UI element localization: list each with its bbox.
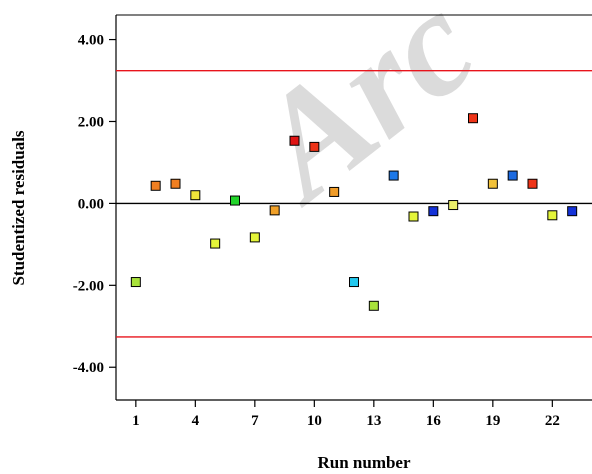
x-tick-label: 10 bbox=[307, 413, 322, 429]
data-point bbox=[468, 113, 478, 124]
data-point bbox=[190, 190, 201, 201]
x-tick-label: 19 bbox=[485, 413, 500, 429]
data-point bbox=[547, 210, 558, 221]
x-tick-label: 22 bbox=[545, 413, 560, 429]
data-point bbox=[487, 178, 498, 189]
x-tick-label: 16 bbox=[426, 413, 442, 429]
data-point bbox=[507, 170, 518, 181]
data-point bbox=[368, 300, 379, 311]
y-tick-label: 4.00 bbox=[78, 33, 104, 49]
data-point bbox=[150, 180, 161, 191]
data-point bbox=[448, 200, 459, 211]
y-tick-label: 0.00 bbox=[78, 196, 104, 212]
data-point bbox=[289, 135, 300, 146]
y-axis-title: Studentized residuals bbox=[9, 130, 28, 285]
x-tick-label: 7 bbox=[251, 413, 259, 429]
data-point bbox=[408, 211, 419, 222]
data-point bbox=[249, 232, 260, 243]
x-tick-label: 4 bbox=[192, 413, 200, 429]
x-axis-title: Run number bbox=[317, 453, 411, 472]
data-point bbox=[567, 206, 578, 217]
data-point bbox=[230, 195, 240, 206]
data-point bbox=[130, 277, 141, 288]
data-point bbox=[329, 186, 340, 197]
x-tick-label: 1 bbox=[132, 413, 140, 429]
data-point bbox=[527, 178, 538, 189]
data-point bbox=[428, 206, 439, 217]
data-point bbox=[170, 178, 181, 189]
x-tick-label: 13 bbox=[366, 413, 381, 429]
data-point bbox=[269, 205, 280, 216]
data-point bbox=[309, 141, 320, 152]
plot-area: 4.00 2.00 0.00 -2.00 -4.00 1 4 7 10 13 16 19 22 bbox=[73, 14, 592, 429]
y-tick-label: -2.00 bbox=[73, 278, 104, 294]
data-point bbox=[210, 238, 221, 249]
data-point bbox=[388, 170, 399, 181]
y-tick-label: 2.00 bbox=[78, 114, 104, 130]
y-tick-label: -4.00 bbox=[73, 360, 104, 376]
watermark: Arc bbox=[220, 0, 506, 234]
data-point bbox=[349, 277, 359, 288]
